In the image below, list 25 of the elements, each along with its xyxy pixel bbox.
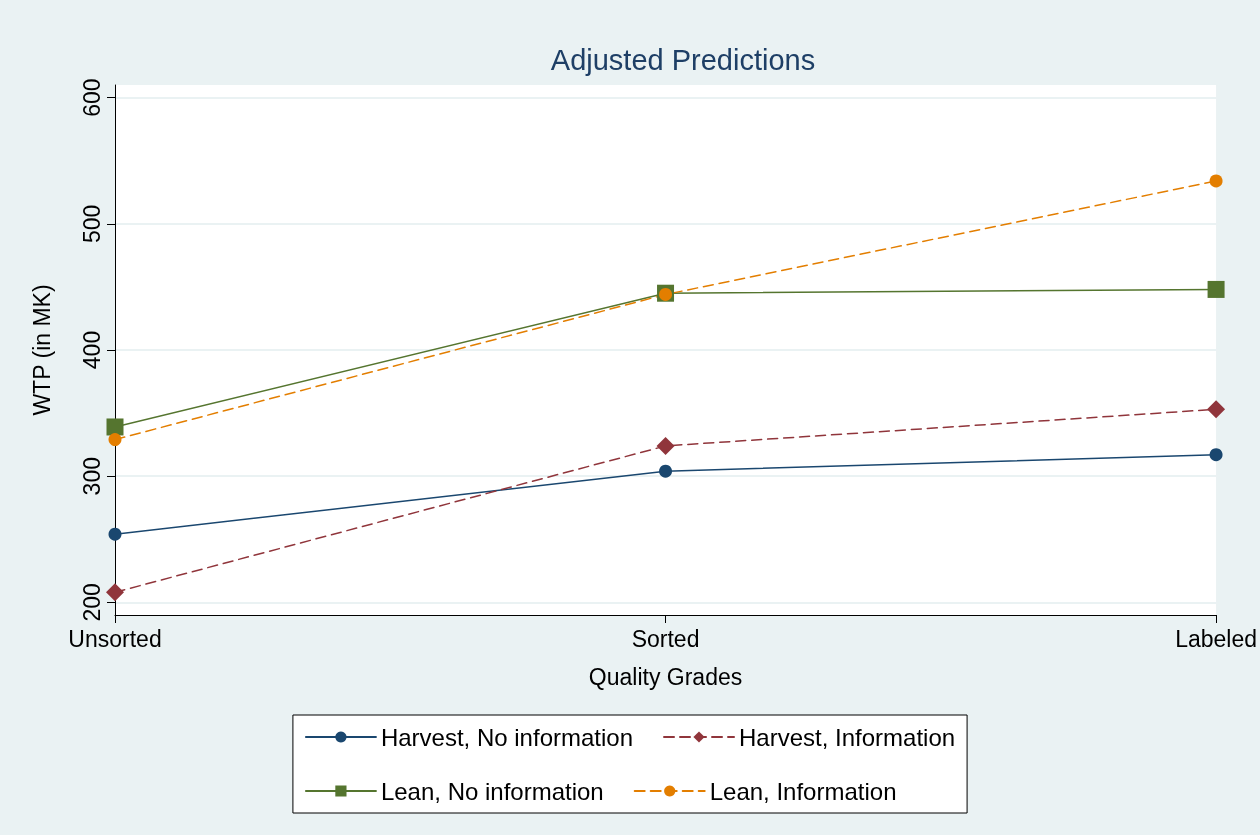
point — [108, 527, 122, 541]
point — [106, 418, 124, 436]
legend-label: Harvest, No information — [380, 723, 634, 751]
point — [106, 583, 124, 602]
point — [659, 464, 673, 478]
point — [656, 436, 675, 455]
point — [1209, 174, 1223, 188]
point — [1207, 400, 1226, 419]
y-tick-label: 600 — [78, 78, 105, 117]
x-tick-label: Labeled — [1175, 625, 1257, 652]
y-tick-label: 300 — [78, 457, 105, 496]
point — [1209, 448, 1223, 462]
point — [1207, 280, 1225, 298]
point — [108, 433, 122, 447]
x-tick-label: Unsorted — [68, 625, 162, 652]
y-tick-label: 500 — [78, 204, 105, 243]
y-tick-label: 400 — [78, 330, 105, 370]
legend-label: Harvest, Information — [739, 723, 956, 751]
x-tick-label: Sorted — [631, 625, 700, 652]
legend-label: Lean, No information — [380, 777, 604, 805]
y-axis-title: WTP (in MK) — [28, 284, 55, 416]
x-axis-title: Quality Grades — [588, 663, 743, 690]
chart-title: Adjusted Predictions — [550, 43, 816, 76]
legend-label: Lean, Information — [709, 777, 897, 805]
y-tick-label: 200 — [78, 583, 105, 622]
